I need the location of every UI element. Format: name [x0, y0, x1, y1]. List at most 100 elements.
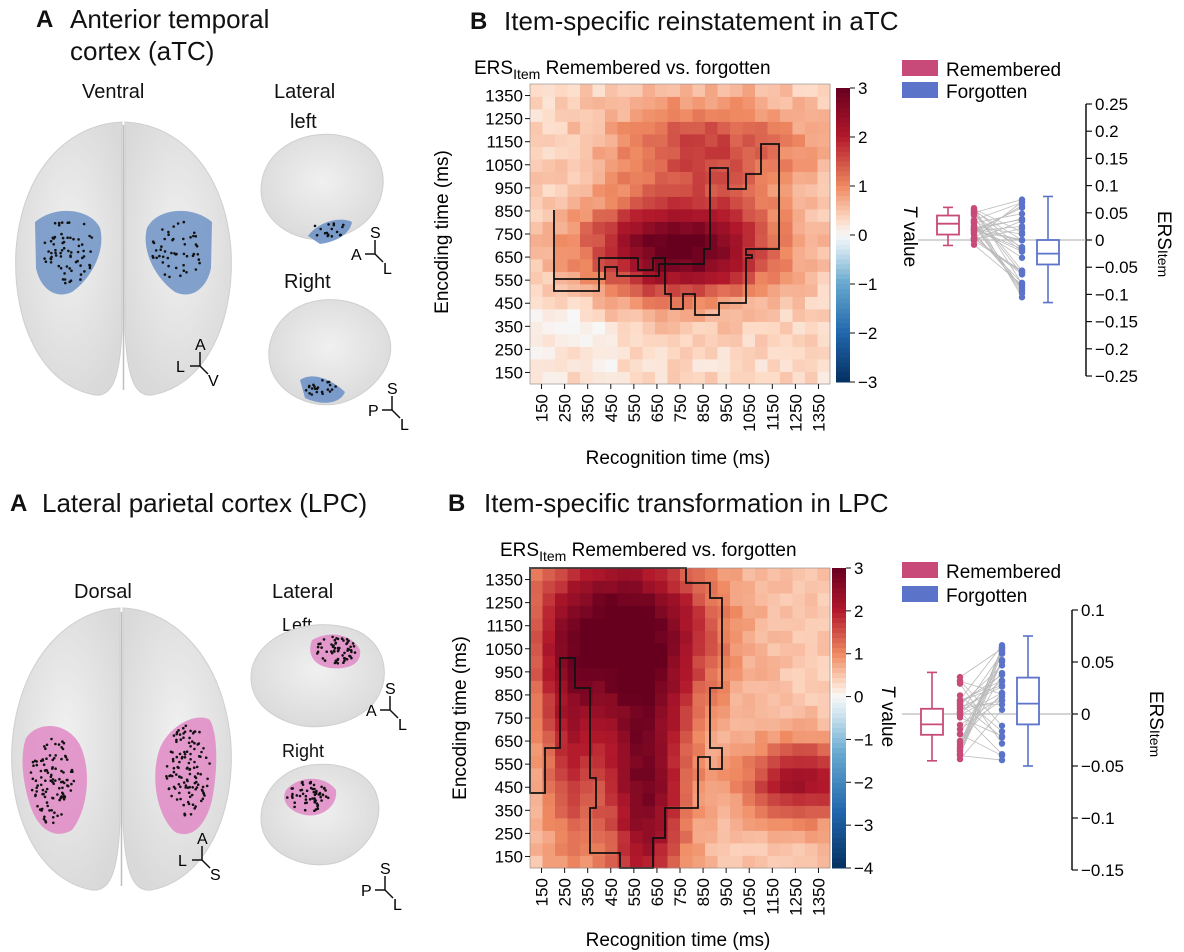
electrode-dot	[290, 794, 294, 798]
heatmap-cell	[580, 830, 593, 844]
electrode-dot	[49, 257, 53, 261]
electrode-dot	[335, 660, 338, 664]
heatmap-cell	[642, 605, 656, 619]
heatmap-cell	[817, 296, 831, 310]
colorbar-segment	[836, 161, 850, 167]
heatmap-cell	[580, 171, 593, 185]
electrode-dot	[194, 235, 198, 238]
electrode-dot	[330, 227, 334, 231]
heatmap-cell	[655, 209, 668, 222]
heatmap-x-tick-label: 150	[533, 878, 552, 906]
heatmap-cell	[805, 718, 818, 731]
heatmap-cell	[817, 171, 831, 185]
heatmap-x-tick-label: 350	[579, 878, 598, 906]
electrode-dot	[49, 779, 52, 782]
remembered-dot	[970, 223, 978, 230]
heatmap-cell	[692, 184, 706, 197]
heatmap-cell	[742, 680, 756, 694]
heatmap-cell	[705, 96, 718, 110]
remembered-dot	[956, 726, 964, 733]
heatmap-cell	[755, 271, 768, 285]
electrode-dot	[333, 638, 337, 642]
heatmap-cell	[780, 568, 793, 581]
heatmap-cell	[580, 84, 593, 97]
orient-right-top-b: P	[368, 403, 379, 420]
heatmap-cell	[642, 196, 656, 210]
heatmap-cell	[780, 818, 793, 831]
electrode-dot	[290, 787, 294, 790]
heatmap-cell	[655, 321, 668, 335]
heatmap-cell	[755, 184, 768, 197]
heatmap-cell	[542, 296, 556, 310]
heatmap-cell	[805, 209, 818, 222]
heatmap-cell	[592, 705, 606, 719]
electrode-dot	[293, 805, 296, 809]
electrode-dot	[180, 756, 184, 760]
heatmap-cell	[667, 334, 681, 347]
remembered-dot	[956, 692, 964, 699]
colorbar-segment	[836, 367, 850, 373]
heatmap-cell	[805, 334, 818, 347]
heatmap-cell	[817, 793, 831, 806]
heatmap-cell	[542, 718, 556, 731]
heatmap-cell	[655, 334, 668, 347]
heatmap-cell	[730, 680, 743, 694]
heatmap-cell	[530, 768, 543, 781]
electrode-dot	[163, 273, 167, 276]
heatmap-y-tick-label: 1050	[485, 156, 523, 175]
electrode-dot	[175, 740, 178, 744]
heatmap-cell	[755, 655, 768, 669]
heatmap-cell	[605, 830, 618, 844]
orientation-marker-left-top: S A L	[351, 225, 392, 278]
heatmap-cell	[717, 730, 731, 744]
paired-line	[959, 703, 1003, 738]
heatmap-cell	[642, 793, 656, 806]
heatmap-cell	[655, 271, 668, 285]
electrode-dot	[175, 798, 179, 801]
boxplot-y-tick-label: 0.2	[1095, 122, 1119, 141]
heatmap-cell	[692, 259, 706, 272]
electrode-dot	[185, 767, 189, 770]
electrode-dot	[42, 817, 46, 821]
heatmap-cell	[680, 359, 693, 372]
heatmap-y-tick-label: 850	[495, 686, 523, 705]
heatmap-cell	[717, 568, 731, 581]
colorbar-segment	[832, 803, 846, 809]
heatmap-cell	[642, 371, 656, 385]
heatmap-cell	[555, 618, 568, 631]
electrode-dot	[176, 222, 180, 225]
heatmap-cell	[630, 134, 643, 147]
heatmap-cell	[792, 109, 806, 122]
heatmap-cell	[767, 568, 781, 581]
electrode-dots-left-top	[313, 222, 345, 238]
heatmap-cell	[680, 755, 693, 769]
heatmap-cell	[755, 334, 768, 347]
orient-ventral-c: V	[208, 373, 219, 390]
heatmap-cell	[730, 580, 743, 594]
box-forgotten	[1016, 676, 1040, 726]
electrode-dot	[54, 767, 57, 770]
heatmap-cell	[630, 630, 643, 644]
heatmap-cell	[817, 246, 831, 260]
heatmap-cell	[617, 730, 631, 744]
heatmap-cell	[805, 234, 818, 247]
heatmap-cell	[592, 334, 606, 347]
electrode-dot	[59, 266, 63, 270]
boxplot-y-tick-label: −0.1	[1081, 809, 1115, 828]
legend-forgotten-top: Forgotten	[946, 82, 1027, 103]
heatmap-cell	[592, 718, 606, 731]
heatmap-cell	[642, 768, 656, 781]
heatmap-cell	[530, 84, 543, 97]
heatmap-cell	[655, 371, 668, 385]
heatmap-cell	[592, 730, 606, 744]
heatmap-cell	[530, 793, 543, 806]
electrode-dot	[63, 278, 67, 281]
heatmap-cell	[767, 655, 781, 669]
heatmap-cell	[692, 655, 706, 669]
heatmap-cell	[630, 743, 643, 756]
electrode-dot	[300, 788, 304, 792]
colorbar-segment	[832, 773, 846, 779]
paired-line	[959, 644, 1003, 701]
electrode-dot	[63, 272, 66, 275]
electrode-dot	[167, 233, 170, 236]
